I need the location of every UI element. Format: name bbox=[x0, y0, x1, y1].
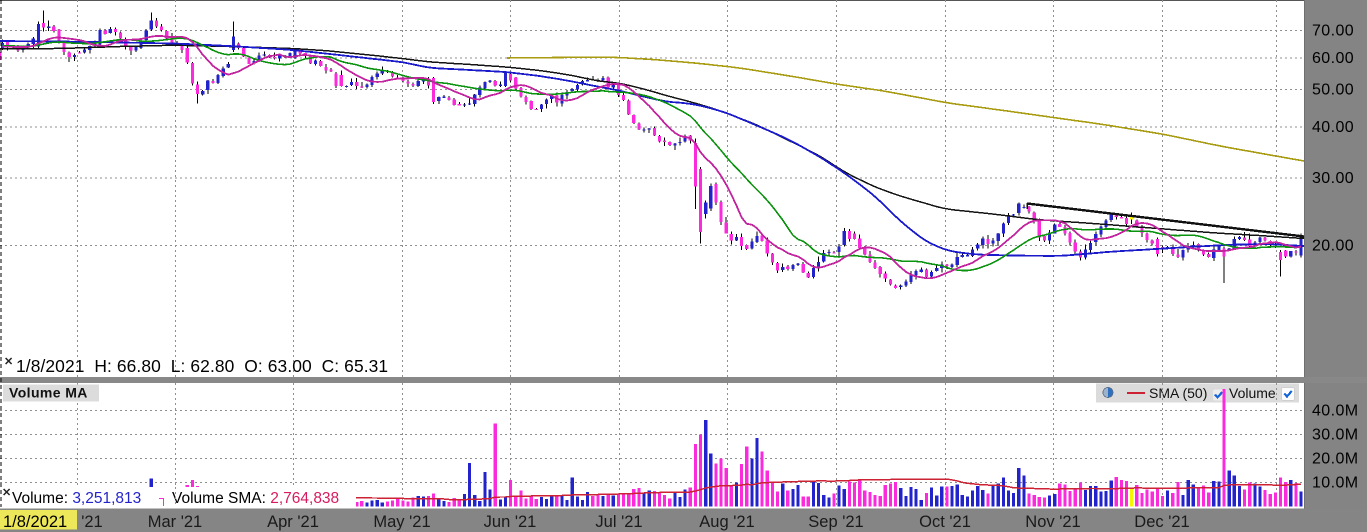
svg-text:Dec '21: Dec '21 bbox=[1134, 513, 1189, 531]
svg-text:Oct '21: Oct '21 bbox=[919, 513, 971, 531]
svg-text:30.0M: 30.0M bbox=[1312, 427, 1358, 444]
svg-text:Apr '21: Apr '21 bbox=[267, 513, 319, 531]
svg-text:30.00: 30.00 bbox=[1312, 170, 1354, 187]
svg-text:1/8/2021 H: 66.80 L: 62.80: 1/8/2021 H: 66.80 L: 62.80 O: 63.00 C: 6… bbox=[16, 356, 388, 376]
svg-text:20.0M: 20.0M bbox=[1312, 451, 1358, 468]
svg-text:Aug '21: Aug '21 bbox=[699, 513, 754, 531]
svg-text:May '21: May '21 bbox=[373, 513, 430, 531]
svg-text:1/8/2021: 1/8/2021 bbox=[3, 513, 67, 531]
svg-text:Mar '21: Mar '21 bbox=[148, 513, 203, 531]
svg-text:Volume: 3,251,813: Volume: 3,251,813 bbox=[12, 490, 141, 507]
svg-text:✕: ✕ bbox=[2, 487, 11, 499]
svg-text:Jul '21: Jul '21 bbox=[595, 513, 642, 531]
svg-text:Volume SMA: 2,764,838: Volume SMA: 2,764,838 bbox=[172, 490, 339, 507]
svg-text:✕: ✕ bbox=[4, 356, 13, 368]
svg-text:60.00: 60.00 bbox=[1312, 50, 1354, 67]
svg-text:Nov '21: Nov '21 bbox=[1025, 513, 1080, 531]
svg-text:Volume MA: Volume MA bbox=[9, 385, 88, 401]
svg-text:Jun '21: Jun '21 bbox=[484, 513, 537, 531]
svg-text:40.00: 40.00 bbox=[1312, 119, 1354, 136]
svg-text:'21: '21 bbox=[81, 513, 103, 531]
svg-text:40.0M: 40.0M bbox=[1312, 403, 1358, 420]
svg-text:Volume: Volume bbox=[1229, 385, 1276, 401]
svg-text:50.00: 50.00 bbox=[1312, 82, 1354, 99]
svg-text:20.00: 20.00 bbox=[1312, 238, 1354, 255]
svg-text:70.00: 70.00 bbox=[1312, 23, 1354, 40]
svg-text:10.0M: 10.0M bbox=[1312, 475, 1358, 492]
svg-text:Sep '21: Sep '21 bbox=[808, 513, 863, 531]
svg-text:SMA (50): SMA (50) bbox=[1149, 385, 1207, 401]
